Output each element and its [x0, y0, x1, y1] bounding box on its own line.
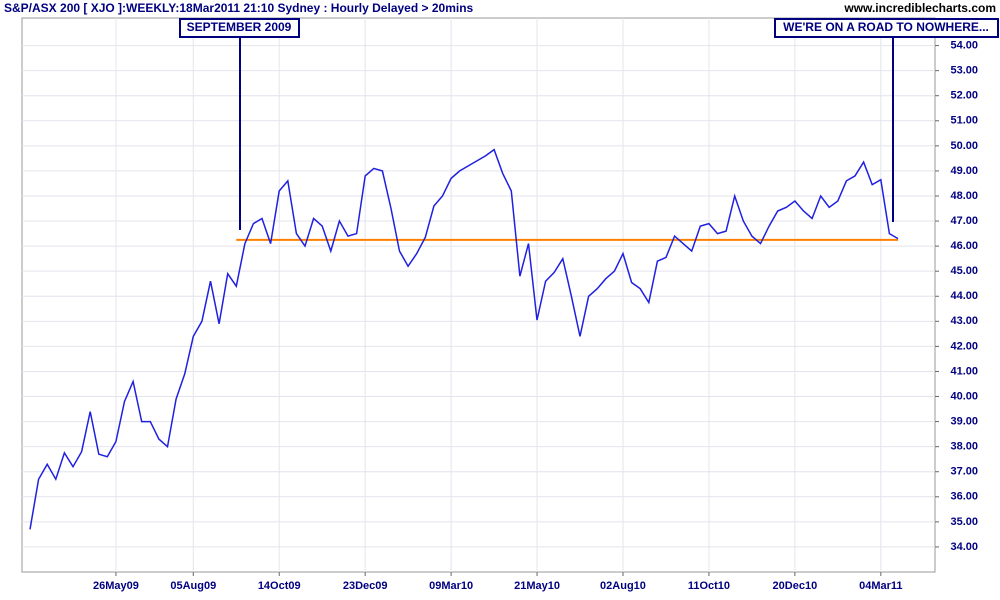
y-tick-label: 45.00 [950, 265, 978, 277]
plot-area [21, 17, 936, 573]
y-tick-label: 49.00 [950, 165, 978, 177]
y-tick-label: 47.00 [950, 215, 978, 227]
y-tick-label: 42.00 [950, 340, 978, 352]
y-tick-label: 44.00 [950, 290, 978, 302]
y-tick-label: 43.00 [950, 315, 978, 327]
x-tick-label: 23Dec09 [343, 580, 388, 592]
chart-title: S&P/ASX 200 [ XJO ]:WEEKLY:18Mar2011 21:… [4, 1, 474, 15]
y-tick-label: 39.00 [950, 415, 978, 427]
x-tick-label: 26May09 [93, 580, 139, 592]
y-tick-label: 54.00 [950, 39, 978, 51]
y-tick-label: 38.00 [950, 441, 978, 453]
x-tick-label: 05Aug09 [170, 580, 216, 592]
x-tick-label: 04Mar11 [859, 580, 902, 592]
x-tick-label: 11Oct10 [688, 580, 730, 592]
x-tick-label: 14Oct09 [258, 580, 301, 592]
x-tick-label: 21May10 [514, 580, 560, 592]
annotation: WE'RE ON A ROAD TO NOWHERE... [783, 20, 989, 34]
y-tick-label: 46.00 [950, 240, 978, 252]
y-tick-label: 35.00 [950, 516, 978, 528]
y-tick-label: 34.00 [950, 541, 978, 553]
y-tick-label: 48.00 [950, 190, 978, 202]
x-tick-label: 20Dec10 [773, 580, 818, 592]
y-tick-label: 50.00 [950, 140, 978, 152]
x-tick-label: 02Aug10 [600, 580, 646, 592]
annotation: SEPTEMBER 2009 [187, 20, 292, 34]
y-tick-label: 36.00 [950, 491, 978, 503]
y-tick-label: 40.00 [950, 390, 978, 402]
y-tick-label: 51.00 [950, 115, 978, 127]
y-tick-label: 41.00 [950, 365, 978, 377]
y-tick-label: 52.00 [950, 90, 978, 102]
x-tick-label: 09Mar10 [429, 580, 473, 592]
y-tick-label: 53.00 [950, 65, 978, 77]
source: www.incrediblecharts.com [843, 1, 996, 15]
annotation-box [774, 18, 999, 38]
y-tick-label: 37.00 [950, 466, 978, 478]
price-line [29, 148, 899, 530]
